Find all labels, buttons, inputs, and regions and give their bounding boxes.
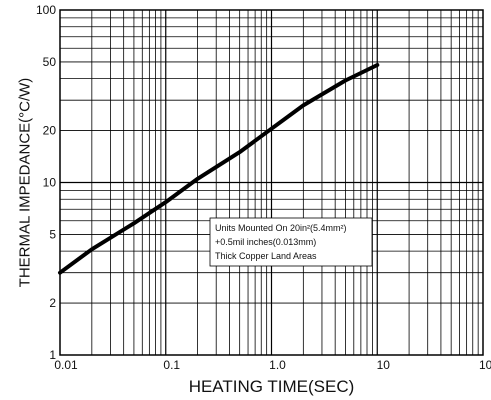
x-tick-label: 0.1 — [163, 358, 180, 372]
x-tick-label: 10 — [377, 358, 391, 372]
y-tick-label: 1 — [49, 348, 56, 362]
y-tick-label: 50 — [43, 55, 57, 69]
thermal-impedance-curve — [58, 63, 380, 275]
x-tick-label: 0.01 — [54, 358, 78, 372]
grid-lines — [60, 10, 483, 355]
x-axis-title: HEATING TIME(SEC) — [189, 377, 355, 396]
y-tick-label: 2 — [49, 296, 56, 310]
x-tick-label: 1.0 — [269, 358, 286, 372]
y-axis-title: THERMAL IMPEDANCE(°C/W) — [16, 78, 33, 288]
y-tick-label: 20 — [43, 124, 57, 138]
annotation-line: +0.5mil inches(0.013mm) — [215, 237, 316, 247]
x-tick-label: 100 — [479, 358, 491, 372]
x-tick-labels: 0.01 0.1 1.0 10 100 — [54, 358, 491, 372]
annotation-box: Units Mounted On 20in²(5.4mm²) +0.5mil i… — [209, 217, 373, 267]
plot-border — [59, 9, 484, 356]
y-tick-label: 100 — [36, 3, 56, 17]
annotation-line: Units Mounted On 20in²(5.4mm²) — [215, 223, 347, 233]
y-tick-label: 5 — [49, 227, 56, 241]
annotation-line: Thick Copper Land Areas — [215, 251, 317, 261]
y-tick-label: 10 — [43, 176, 57, 190]
annotation-background — [209, 217, 373, 267]
y-tick-labels: 1 2 5 10 20 50 100 — [36, 3, 56, 362]
